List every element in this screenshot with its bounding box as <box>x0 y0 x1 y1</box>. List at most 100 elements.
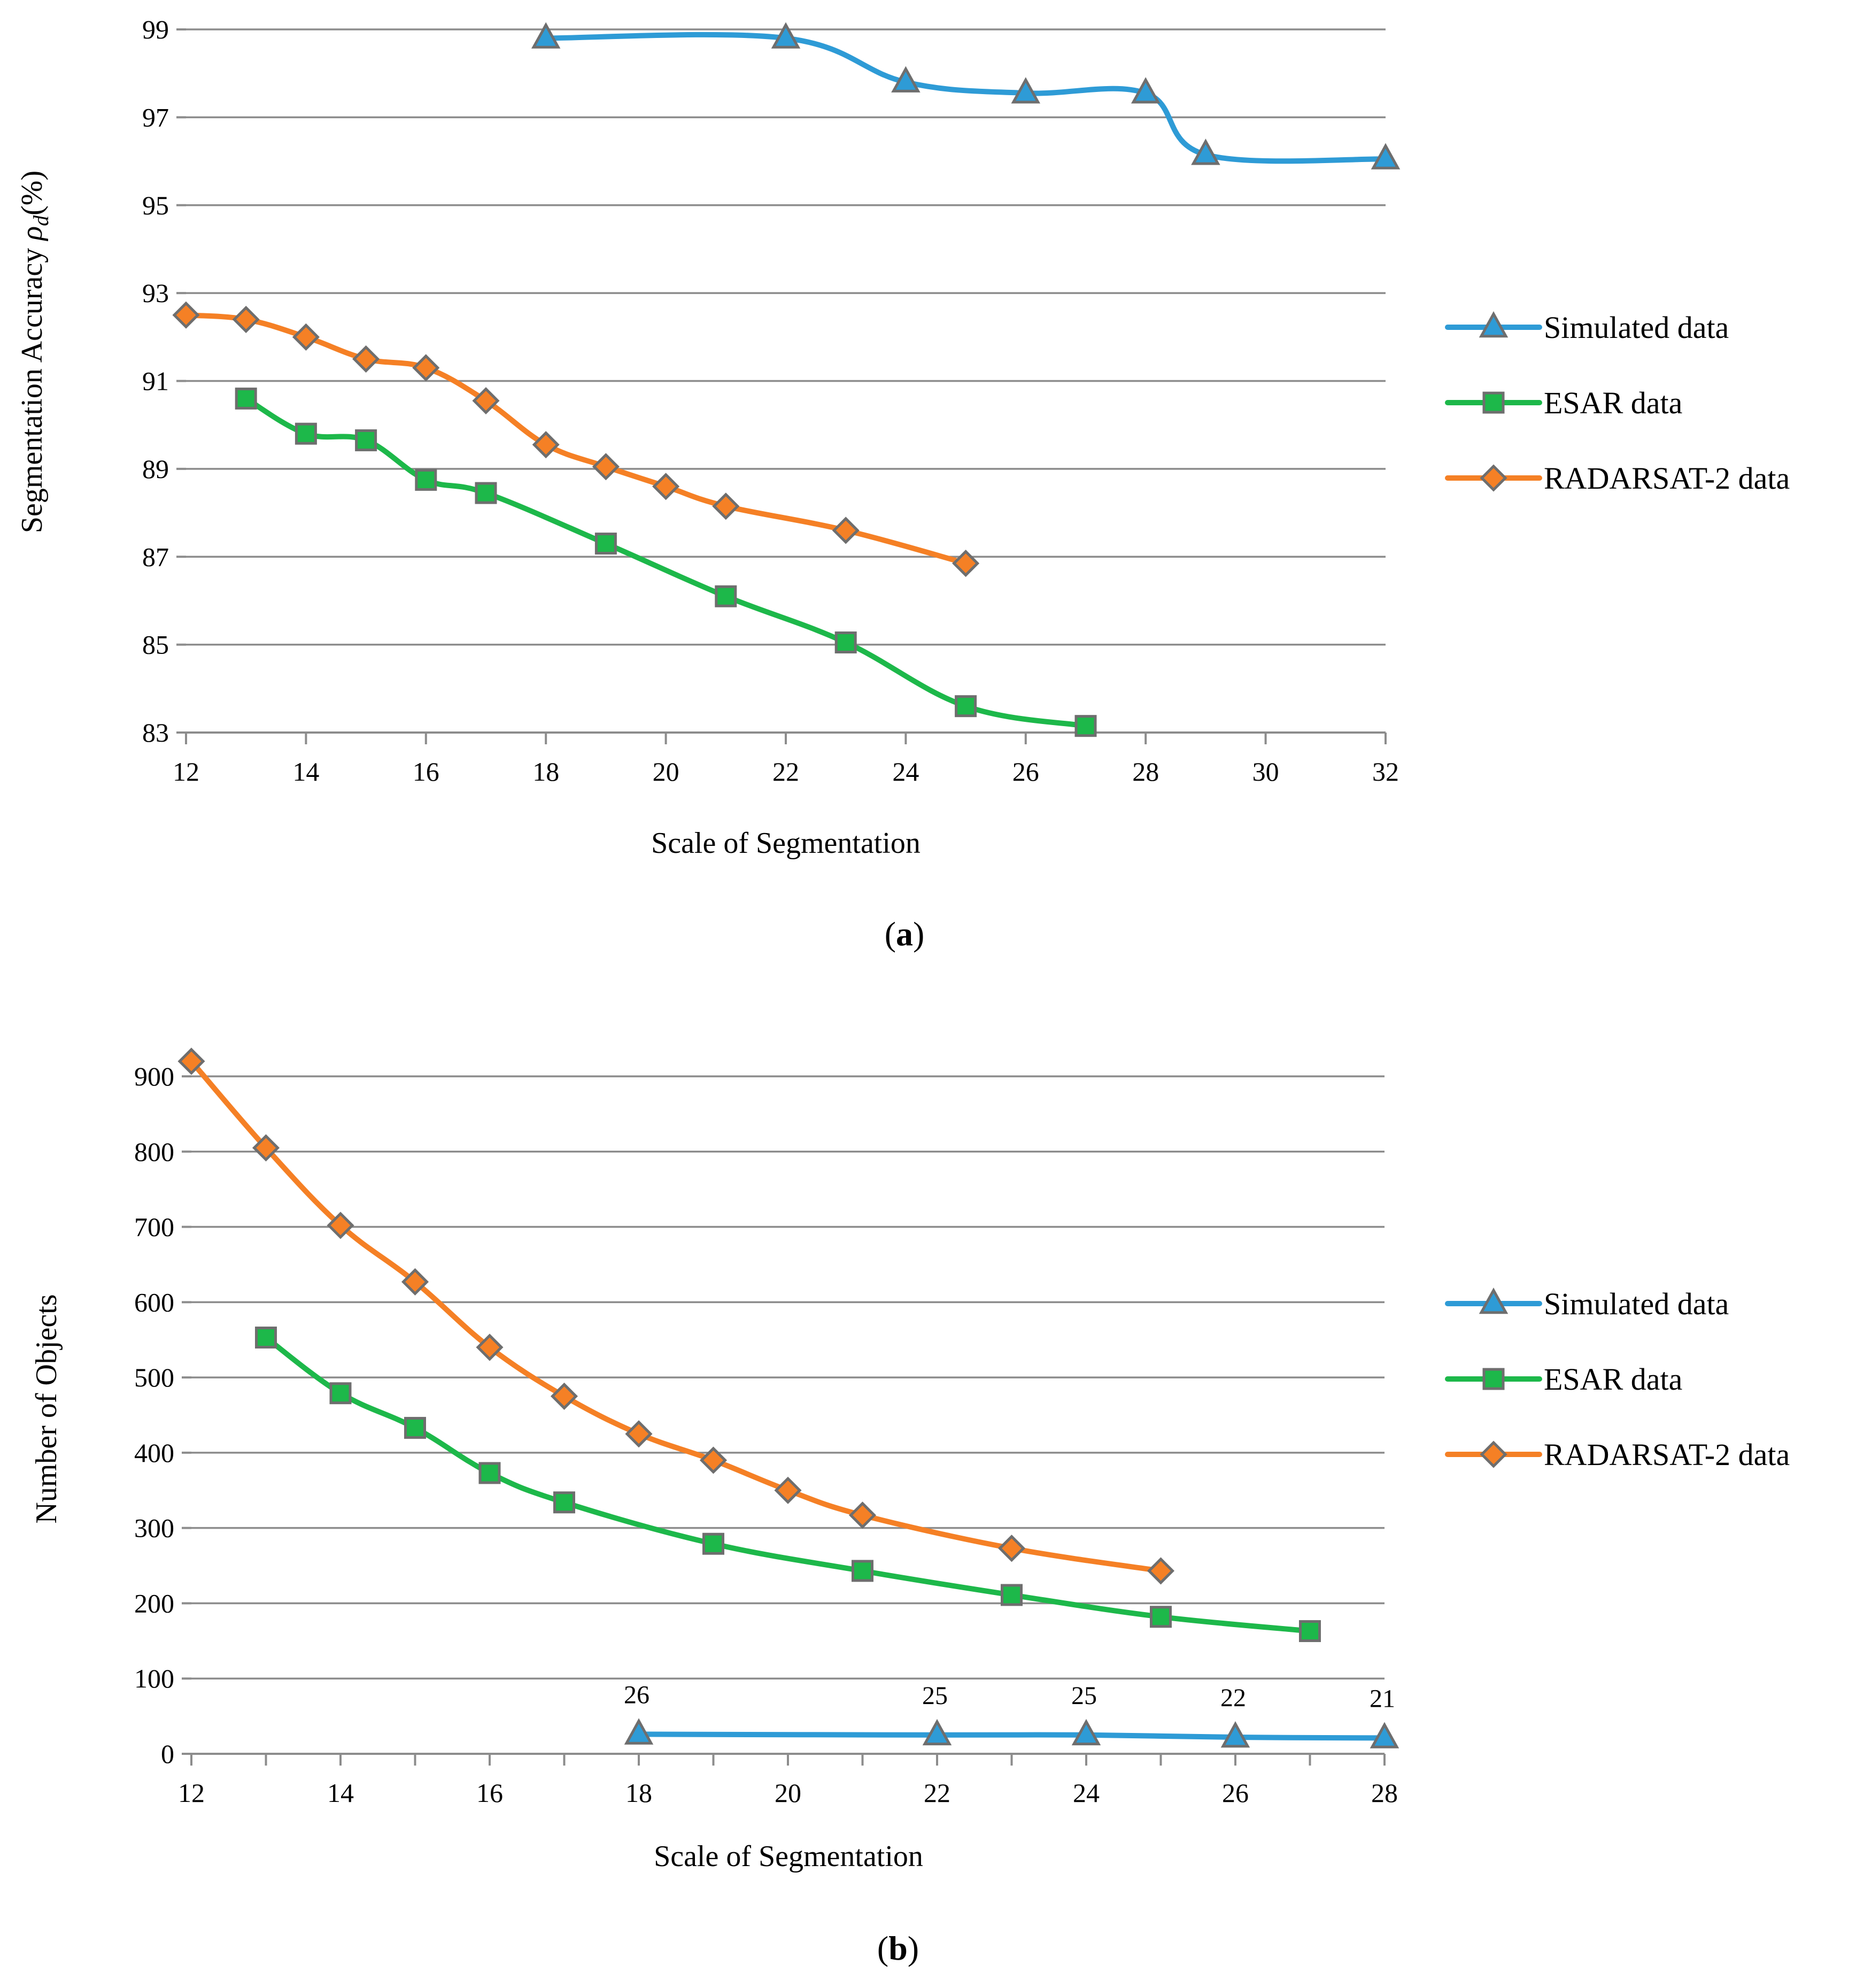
chart-a-y-tick-label: 85 <box>142 630 169 660</box>
chart-a-x-tick-label: 24 <box>892 757 919 787</box>
chart-a-y-axis-title-main: Segmentation Accuracy <box>16 241 49 533</box>
chart-a-y-tick-label: 95 <box>142 190 169 220</box>
chart-a-point-radarsat-2-data <box>172 301 200 329</box>
chart-a-point-radarsat-2-data <box>232 305 260 333</box>
chart-b: 26 25 25 22 21 0100200300400500600700800900 … <box>30 1047 1790 1967</box>
chart-a-y-axis-title: Segmentation Accuracy ρd(%) <box>16 171 53 533</box>
chart-a-x-tick-label: 30 <box>1252 757 1279 787</box>
chart-a-x-axis-title: Scale of Segmentation <box>651 827 921 860</box>
chart-a-point-radarsat-2-data <box>292 323 320 351</box>
chart-b-x-axis-title: Scale of Segmentation <box>654 1840 923 1873</box>
chart-b-point-esar-data <box>1150 1606 1172 1628</box>
chart-b-y-tick-label: 700 <box>134 1212 174 1242</box>
chart-a-y-tick-labels: 83 85 87 89 91 93 95 97 99 <box>142 14 169 748</box>
chart-b-data-label: 25 <box>922 1682 948 1710</box>
chart-a-point-simulated-data <box>531 22 561 49</box>
chart-b-point-radarsat-2-data <box>401 1268 429 1296</box>
chart-a-point-radarsat-2-data <box>352 345 380 373</box>
chart-b-data-label: 22 <box>1220 1684 1246 1712</box>
chart-b-legend-label-radarsat-2-data: RADARSAT-2 data <box>1544 1437 1790 1472</box>
chart-a-point-simulated-data <box>1191 138 1220 165</box>
chart-b-gridlines <box>182 1075 1385 1755</box>
chart-b-x-tick-labels: 12 14 16 18 20 22 24 26 28 <box>178 1778 1398 1808</box>
chart-a-point-esar-data <box>415 468 437 491</box>
chart-a-y-axis-title-symbol: ρ <box>16 226 49 242</box>
chart-b-point-simulated-data <box>1370 1722 1399 1748</box>
chart-a-point-esar-data <box>834 631 857 654</box>
chart-b-point-simulated-data <box>1071 1719 1101 1746</box>
chart-b-x-tick-label: 20 <box>775 1778 801 1808</box>
chart-a-point-esar-data <box>475 482 497 504</box>
chart-a-y-tick-label: 97 <box>142 102 169 132</box>
chart-b-point-esar-data <box>702 1532 724 1555</box>
chart-a-legend-label-simulated-data: Simulated data <box>1544 310 1729 345</box>
chart-b-series-group <box>177 1047 1399 1748</box>
chart-b-legend-marker-esar-data <box>1482 1368 1505 1390</box>
chart-a-point-radarsat-2-data <box>412 354 440 382</box>
chart-b-point-radarsat-2-data <box>476 1334 504 1361</box>
chart-b-x-tick-label: 14 <box>327 1778 354 1808</box>
chart-a-point-radarsat-2-data <box>832 517 860 544</box>
chart-a-legend-marker-esar-data <box>1482 391 1505 414</box>
chart-b-x-axis <box>190 1753 1386 1766</box>
chart-b-data-labels: 26 25 25 22 21 <box>624 1681 1395 1713</box>
chart-a-y-axis-title-subscript: d <box>29 215 53 226</box>
chart-b-caption: (b) <box>877 1929 919 1967</box>
chart-a-x-tick-label: 22 <box>772 757 799 787</box>
chart-b-y-axis-title: Number of Objects <box>30 1294 63 1523</box>
chart-a-legend-marker-simulated-data <box>1479 311 1509 338</box>
chart-a-point-simulated-data <box>1371 143 1401 169</box>
chart-b-y-tick-label: 400 <box>134 1438 174 1468</box>
chart-a-y-tick-label: 83 <box>142 718 169 748</box>
chart-a-point-esar-data <box>715 585 737 607</box>
chart-b-data-label: 25 <box>1071 1682 1097 1710</box>
chart-a-point-simulated-data <box>891 66 921 93</box>
chart-b-y-tick-label: 100 <box>134 1663 174 1693</box>
chart-b-point-radarsat-2-data <box>848 1501 877 1529</box>
chart-b-caption-letter: b <box>888 1929 908 1967</box>
chart-a-y-tick-label: 93 <box>142 278 169 308</box>
chart-b-data-label: 26 <box>624 1681 649 1709</box>
chart-a-point-esar-data <box>235 387 257 410</box>
chart-b-point-radarsat-2-data <box>327 1212 354 1239</box>
chart-b-point-radarsat-2-data <box>699 1446 728 1474</box>
chart-b-point-esar-data <box>404 1416 426 1439</box>
chart-a-caption-letter: a <box>896 915 913 953</box>
chart-a-point-radarsat-2-data <box>652 473 680 500</box>
chart-b-y-tick-label: 200 <box>134 1588 174 1618</box>
chart-b-series-line-simulated-data <box>636 1731 1387 1741</box>
chart-a-legend: Simulated data ESAR data RADARSAT-2 data <box>1445 310 1790 496</box>
chart-b-legend-label-simulated-data: Simulated data <box>1544 1286 1729 1321</box>
chart-a-x-tick-label: 18 <box>532 757 559 787</box>
chart-a-point-esar-data <box>355 429 377 451</box>
chart-a-x-tick-label: 20 <box>653 757 679 787</box>
chart-a-point-esar-data <box>295 422 317 445</box>
chart-b-legend-marker-radarsat-2-data <box>1480 1440 1507 1468</box>
chart-b-x-tick-label: 16 <box>476 1778 503 1808</box>
chart-a-point-radarsat-2-data <box>952 550 980 577</box>
chart-b-legend-marker-simulated-data <box>1479 1288 1509 1314</box>
chart-b-point-radarsat-2-data <box>774 1476 802 1504</box>
chart-a-point-esar-data <box>1074 715 1097 737</box>
chart-b-point-simulated-data <box>922 1719 952 1746</box>
chart-b-point-esar-data <box>852 1560 873 1582</box>
chart-a-x-axis <box>185 731 1387 744</box>
chart-b-point-esar-data <box>478 1462 501 1484</box>
chart-a-y-axis-title-tail: (%) <box>16 171 49 215</box>
chart-b-series-line-esar-data <box>263 1335 1313 1634</box>
chart-b-x-tick-label: 28 <box>1371 1778 1398 1808</box>
chart-b-y-tick-label: 800 <box>134 1137 174 1167</box>
chart-b-point-simulated-data <box>1220 1721 1250 1748</box>
chart-a-x-tick-label: 32 <box>1372 757 1399 787</box>
chart-b-legend: Simulated data ESAR data RADARSAT-2 data <box>1445 1286 1790 1472</box>
chart-b-x-tick-label: 12 <box>178 1778 205 1808</box>
chart-a-legend-label-radarsat-2-data: RADARSAT-2 data <box>1544 461 1790 496</box>
chart-b-point-radarsat-2-data <box>177 1047 205 1075</box>
chart-b-point-radarsat-2-data <box>550 1382 578 1410</box>
chart-a-x-tick-label: 26 <box>1012 757 1039 787</box>
chart-b-point-simulated-data <box>624 1718 654 1745</box>
chart-a-gridlines <box>176 28 1386 734</box>
chart-b-legend-label-esar-data: ESAR data <box>1544 1362 1682 1397</box>
chart-a-point-simulated-data <box>1131 77 1161 104</box>
